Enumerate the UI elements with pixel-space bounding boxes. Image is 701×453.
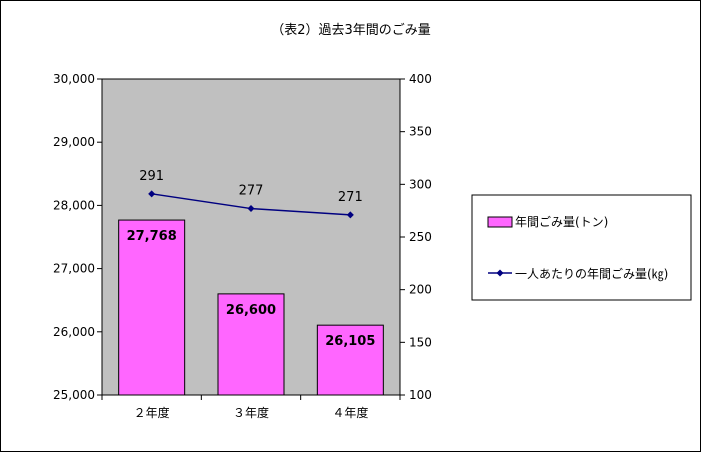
bar-value-label: 27,768: [127, 229, 177, 244]
line-point-marker: [148, 190, 156, 198]
left-axis-tick-label: 28,000: [53, 198, 95, 212]
left-axis-tick-label: 30,000: [53, 72, 95, 86]
line-value-label: 271: [338, 190, 363, 205]
left-axis-tick-label: 29,000: [53, 135, 95, 149]
legend: 年間ごみ量(トン) 一人あたりの年間ごみ量(㎏): [471, 194, 692, 301]
x-axis-tick-label: ３年度: [233, 405, 269, 420]
right-axis-tick-label: 250: [409, 230, 432, 244]
legend-bar-label: 年間ごみ量(トン): [515, 214, 608, 229]
legend-bar-swatch: [487, 216, 513, 228]
right-axis-tick-label: 100: [409, 388, 432, 402]
right-axis-tick-label: 200: [409, 283, 432, 297]
legend-line-marker: [496, 269, 504, 277]
bar: [217, 293, 285, 396]
line-series-group: 291 277 271: [139, 169, 363, 219]
left-axis-tick-label: 26,000: [53, 325, 95, 339]
line-point-marker: [346, 211, 354, 219]
left-axis-tick-label: 25,000: [53, 388, 95, 402]
left-axis-tick-label: 27,000: [53, 262, 95, 276]
legend-line-label: 一人あたりの年間ごみ量(㎏): [515, 266, 668, 281]
line-point-marker: [247, 205, 255, 213]
bars-group: 27,768 26,600 26,105: [118, 219, 384, 396]
axes-group: 25,000 26,000 27,000 28,000 29,000 30,000 100 1…: [53, 72, 432, 420]
right-axis-tick-label: 150: [409, 335, 432, 349]
bar-value-label: 26,600: [226, 303, 276, 318]
bar-value-label: 26,105: [325, 334, 375, 349]
right-axis-tick-label: 350: [409, 125, 432, 139]
bar: [118, 219, 186, 396]
line-value-label: 291: [139, 169, 164, 184]
right-axis-tick-label: 400: [409, 72, 432, 86]
chart-title: （表2）過去3年間のごみ量: [271, 22, 431, 38]
bar: [316, 324, 384, 396]
x-axis-tick-label: ４年度: [332, 405, 368, 420]
legend-box: [471, 194, 692, 301]
x-axis-tick-label: ２年度: [134, 405, 170, 420]
right-axis-tick-label: 300: [409, 177, 432, 191]
line-value-label: 277: [239, 184, 264, 199]
